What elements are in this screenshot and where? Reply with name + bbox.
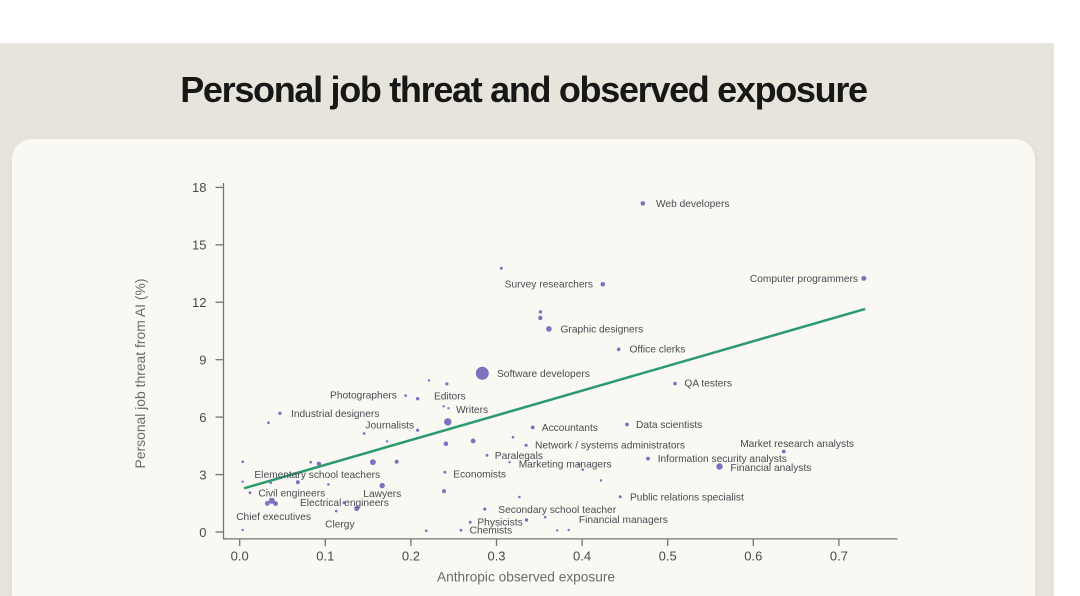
svg-text:Graphic designers: Graphic designers — [561, 324, 644, 335]
svg-text:0.6: 0.6 — [744, 549, 762, 564]
svg-text:Civil engineers: Civil engineers — [258, 488, 325, 499]
svg-text:Computer programmers: Computer programmers — [750, 274, 858, 285]
svg-text:Elementary school teachers: Elementary school teachers — [254, 470, 380, 481]
svg-text:Marketing managers: Marketing managers — [519, 459, 612, 470]
svg-text:QA testers: QA testers — [684, 379, 732, 390]
svg-text:0.5: 0.5 — [659, 549, 677, 564]
svg-text:18: 18 — [192, 180, 206, 195]
svg-text:Market research analysts: Market research analysts — [740, 439, 854, 450]
svg-text:Electrical engineers: Electrical engineers — [300, 498, 389, 509]
svg-text:Physicists: Physicists — [477, 517, 522, 528]
svg-text:0.3: 0.3 — [487, 549, 505, 564]
svg-text:0.0: 0.0 — [231, 549, 249, 564]
svg-text:Web developers: Web developers — [656, 199, 729, 210]
svg-text:Office clerks: Office clerks — [630, 345, 686, 356]
svg-text:Personal job threat from AI (%: Personal job threat from AI (%) — [132, 279, 148, 469]
svg-text:0.2: 0.2 — [402, 549, 420, 564]
svg-text:Clergy: Clergy — [325, 520, 355, 531]
svg-text:Secondary school teacher: Secondary school teacher — [498, 505, 616, 516]
svg-text:Financial analysts: Financial analysts — [730, 463, 811, 474]
svg-text:9: 9 — [199, 353, 206, 368]
svg-text:Software developers: Software developers — [497, 369, 590, 380]
svg-text:12: 12 — [192, 295, 206, 310]
svg-text:0.4: 0.4 — [573, 549, 591, 564]
svg-text:Paralegals: Paralegals — [495, 451, 543, 462]
svg-text:Public relations specialist: Public relations specialist — [630, 492, 744, 503]
svg-text:Survey researchers: Survey researchers — [505, 280, 593, 291]
svg-text:Lawyers: Lawyers — [363, 489, 401, 500]
svg-text:0.1: 0.1 — [316, 549, 334, 564]
svg-text:Financial managers: Financial managers — [579, 515, 668, 526]
svg-text:0.7: 0.7 — [830, 549, 848, 564]
svg-text:Network / systems administrato: Network / systems administrators — [535, 441, 685, 452]
svg-text:Editors: Editors — [434, 392, 466, 403]
svg-text:Anthropic observed exposure: Anthropic observed exposure — [437, 570, 615, 585]
svg-text:Information security analysts: Information security analysts — [658, 454, 787, 465]
svg-text:15: 15 — [192, 238, 206, 253]
svg-text:Accountants: Accountants — [542, 423, 598, 434]
svg-text:Industrial designers: Industrial designers — [291, 409, 379, 420]
svg-text:Chemists: Chemists — [470, 526, 512, 537]
svg-text:0: 0 — [199, 525, 206, 540]
svg-text:Data scientists: Data scientists — [636, 420, 702, 431]
svg-text:6: 6 — [199, 410, 206, 425]
svg-text:Writers: Writers — [456, 405, 488, 416]
svg-text:Economists: Economists — [453, 470, 506, 481]
svg-text:Photographers: Photographers — [330, 391, 397, 402]
svg-text:3: 3 — [199, 467, 206, 482]
svg-text:Chief executives: Chief executives — [236, 512, 311, 523]
svg-text:Journalists: Journalists — [365, 420, 414, 431]
